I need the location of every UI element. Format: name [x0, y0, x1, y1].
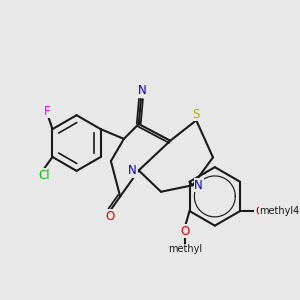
Text: N: N — [194, 179, 203, 192]
Text: F: F — [44, 104, 51, 118]
Text: O: O — [181, 225, 190, 238]
Text: N: N — [128, 164, 137, 177]
Text: O: O — [255, 205, 264, 218]
Text: Cl: Cl — [39, 169, 50, 182]
Text: methyl4: methyl4 — [259, 206, 299, 216]
Text: methyl: methyl — [168, 244, 202, 254]
Text: N: N — [138, 84, 147, 97]
Text: O: O — [106, 210, 115, 223]
Text: S: S — [193, 108, 200, 121]
